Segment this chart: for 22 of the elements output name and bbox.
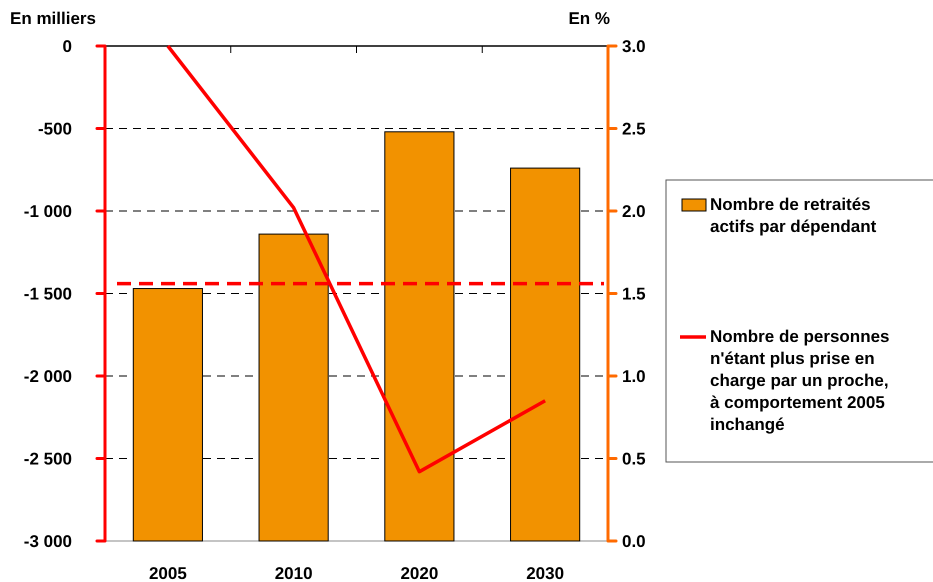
- y-tick-label: -2 000: [24, 367, 72, 386]
- y2-tick-label: 2.5: [622, 120, 646, 138]
- y-tick-label: -1 500: [24, 284, 72, 304]
- legend-label: Nombre de retraités actifs par dépendant: [710, 195, 877, 236]
- y-tick-label: -3 000: [24, 532, 72, 551]
- legend-label: Nombre de personnes n'étant plus prise en charge par un proche, à comportement 2005 inchangé: [710, 327, 890, 434]
- y-tick-label: -2 500: [24, 450, 72, 468]
- y2-tick-label: 0.0: [622, 532, 646, 551]
- y2-tick-label: 3.0: [622, 37, 646, 56]
- y-tick-label: -1 000: [24, 202, 72, 221]
- y-axis-title: En milliers: [10, 9, 96, 28]
- y2-tick-label: 1.5: [622, 284, 646, 304]
- y2-tick-label: 2.0: [622, 202, 646, 221]
- y2-axis-title: En %: [568, 9, 610, 28]
- x-tick-label: 2020: [400, 564, 438, 582]
- y-tick-label: 0: [62, 37, 72, 56]
- y2-tick-label: 0.5: [622, 450, 646, 468]
- x-tick-label: 2030: [526, 564, 564, 582]
- x-tick-label: 2005: [148, 564, 187, 582]
- y2-tick-label: 1.0: [622, 367, 646, 386]
- y-tick-label: -500: [38, 120, 72, 138]
- x-tick-label: 2010: [274, 564, 313, 582]
